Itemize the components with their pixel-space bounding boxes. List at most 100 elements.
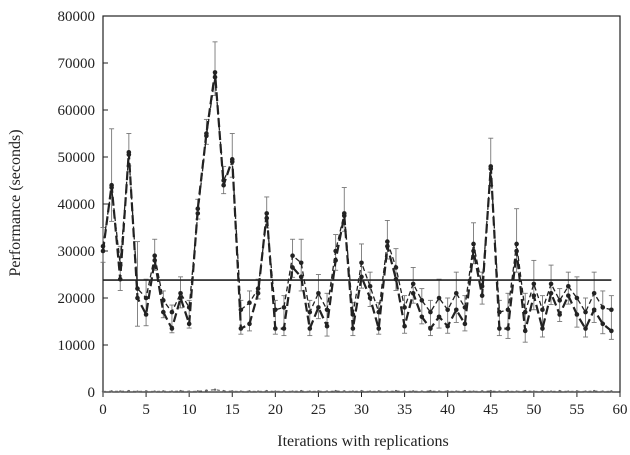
y-tick-labels: 0 10000 20000 30000 40000 50000 60000 70000 8000… bbox=[58, 9, 96, 401]
data-point-2 bbox=[204, 133, 209, 139]
data-point-1 bbox=[540, 326, 545, 331]
data-point-2 bbox=[514, 241, 519, 247]
data-point-1 bbox=[402, 323, 407, 329]
data-point-4 bbox=[515, 390, 518, 393]
x-tick-label: 25 bbox=[311, 402, 326, 418]
data-point-4 bbox=[420, 390, 424, 393]
data-point-4 bbox=[541, 390, 544, 393]
data-point-1 bbox=[333, 258, 338, 263]
data-point-1 bbox=[445, 323, 450, 329]
data-point-4 bbox=[119, 390, 122, 393]
data-point-2 bbox=[298, 260, 304, 266]
data-point-2 bbox=[591, 291, 597, 296]
data-point-2 bbox=[350, 312, 356, 317]
data-point-4 bbox=[239, 390, 243, 393]
data-point-2 bbox=[479, 283, 485, 289]
data-point-1 bbox=[117, 276, 123, 282]
data-point-4 bbox=[101, 390, 105, 393]
data-point-4 bbox=[144, 390, 148, 393]
data-point-2 bbox=[281, 305, 287, 310]
data-point-1 bbox=[307, 326, 313, 331]
data-point-2 bbox=[376, 309, 382, 315]
data-point-2 bbox=[109, 185, 114, 190]
data-point-4 bbox=[265, 389, 268, 393]
data-point-1 bbox=[393, 276, 399, 282]
data-point-2 bbox=[531, 281, 537, 287]
data-point-2 bbox=[583, 309, 588, 315]
data-point-1 bbox=[212, 70, 218, 75]
x-tick-label: 40 bbox=[440, 402, 455, 418]
y-tick-label: 20000 bbox=[58, 291, 96, 307]
data-point-1 bbox=[178, 295, 183, 301]
axes bbox=[102, 15, 621, 397]
data-point-4 bbox=[575, 390, 579, 393]
data-point-1 bbox=[290, 265, 295, 270]
data-point-2 bbox=[497, 309, 502, 315]
data-point-2 bbox=[161, 298, 166, 303]
data-point-2 bbox=[100, 244, 106, 249]
data-point-1 bbox=[514, 248, 519, 254]
data-point-4 bbox=[506, 390, 510, 393]
data-point-4 bbox=[299, 389, 303, 393]
data-point-4 bbox=[205, 389, 208, 392]
data-point-4 bbox=[325, 390, 329, 393]
data-point-4 bbox=[170, 390, 174, 393]
data-point-2 bbox=[143, 295, 149, 301]
data-point-1 bbox=[350, 326, 356, 331]
data-point-2 bbox=[445, 307, 450, 313]
data-point-1 bbox=[281, 326, 287, 331]
data-point-2 bbox=[609, 307, 614, 313]
data-point-4 bbox=[110, 390, 113, 393]
series-line-2 bbox=[102, 76, 612, 316]
x-tick-label: 0 bbox=[99, 402, 107, 418]
data-point-2 bbox=[195, 211, 201, 216]
data-point-1 bbox=[298, 274, 304, 280]
data-point-4 bbox=[231, 390, 234, 393]
data-point-1 bbox=[238, 326, 244, 331]
data-point-1 bbox=[273, 326, 278, 331]
data-point-1 bbox=[479, 293, 485, 298]
data-point-2 bbox=[540, 307, 545, 313]
data-point-4 bbox=[429, 389, 432, 393]
data-point-4 bbox=[394, 389, 398, 393]
data-point-2 bbox=[548, 281, 554, 287]
data-point-1 bbox=[505, 326, 511, 331]
data-point-2 bbox=[186, 305, 192, 310]
data-point-4 bbox=[360, 389, 363, 393]
y-tick-label: 60000 bbox=[58, 103, 96, 119]
data-point-2 bbox=[471, 241, 476, 247]
data-point-4 bbox=[377, 390, 380, 393]
y-tick-label: 50000 bbox=[58, 150, 96, 166]
data-point-2 bbox=[117, 262, 123, 268]
data-point-1 bbox=[143, 312, 149, 317]
data-point-4 bbox=[584, 390, 587, 393]
data-point-2 bbox=[255, 286, 261, 291]
data-point-2 bbox=[402, 305, 407, 310]
data-point-2 bbox=[307, 309, 313, 315]
data-point-4 bbox=[592, 389, 596, 393]
data-point-4 bbox=[446, 390, 449, 393]
data-point-2 bbox=[238, 307, 244, 313]
series-line-1 bbox=[101, 71, 613, 332]
data-point-4 bbox=[549, 390, 553, 393]
data-point-4 bbox=[291, 390, 294, 393]
data-point-2 bbox=[152, 253, 157, 258]
data-point-2 bbox=[385, 239, 390, 244]
data-point-2 bbox=[462, 305, 468, 310]
data-point-2 bbox=[505, 307, 511, 313]
data-point-2 bbox=[574, 295, 580, 301]
data-point-1 bbox=[419, 314, 425, 320]
data-point-2 bbox=[290, 253, 295, 258]
data-point-4 bbox=[601, 390, 604, 393]
data-point-1 bbox=[367, 295, 373, 301]
data-point-1 bbox=[591, 307, 597, 313]
data-point-2 bbox=[436, 295, 442, 301]
data-point-1 bbox=[169, 326, 175, 331]
data-point-4 bbox=[256, 390, 260, 393]
data-point-2 bbox=[428, 309, 433, 315]
data-point-4 bbox=[368, 390, 372, 393]
data-point-1 bbox=[135, 295, 140, 301]
data-point-2 bbox=[419, 298, 425, 303]
data-point-4 bbox=[162, 390, 165, 393]
